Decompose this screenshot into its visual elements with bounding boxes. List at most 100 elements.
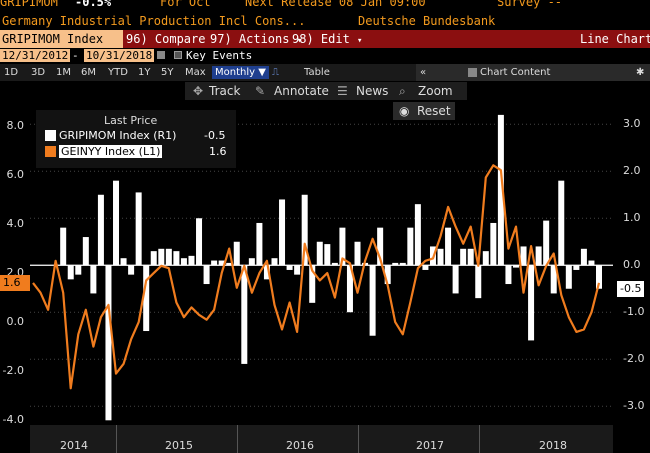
bar-point xyxy=(331,262,338,266)
bar-point xyxy=(97,194,104,266)
right-tick-label: 0.0 xyxy=(623,258,641,272)
settings-icon[interactable]: ✱ xyxy=(636,67,645,78)
legend-value: -0.5 xyxy=(204,129,226,142)
left-tick-label: 0.0 xyxy=(6,315,25,329)
bar-point xyxy=(528,265,535,341)
zoom-icon[interactable]: ⌕ xyxy=(399,84,406,98)
bar-point xyxy=(392,262,399,266)
left-tick-label: 8.0 xyxy=(6,119,25,133)
bar-point xyxy=(558,180,565,266)
compare-button[interactable]: 96) Compare xyxy=(126,32,206,46)
period-1d[interactable]: 1D xyxy=(4,67,19,78)
bar-point xyxy=(218,260,225,266)
reset-button[interactable]: ◉ Reset xyxy=(393,102,455,120)
news-icon[interactable]: ☰ xyxy=(337,84,348,98)
bar-point xyxy=(573,265,580,270)
key-events-checkbox[interactable] xyxy=(174,51,182,59)
bar-point xyxy=(263,265,270,280)
left-tick-label: 6.0 xyxy=(6,168,25,182)
edit-button[interactable]: 98) Edit ▾ xyxy=(292,30,362,48)
bar-point xyxy=(369,265,376,336)
period-6m[interactable]: 6M xyxy=(81,67,96,78)
collapse-icon[interactable]: « xyxy=(420,67,427,78)
bar-point xyxy=(377,227,384,266)
bar-point xyxy=(467,248,474,266)
table-button[interactable]: Table xyxy=(304,67,330,78)
bar-point xyxy=(346,265,353,313)
bar-point xyxy=(384,265,391,285)
chart-style-icon[interactable]: ⎍ xyxy=(272,67,279,78)
bar-point xyxy=(490,222,497,266)
bar-point xyxy=(120,258,127,266)
chart-tools-bar: ✥ Track ✎ Annotate ☰ News ⌕ Zoom xyxy=(185,82,467,100)
bar-point xyxy=(75,265,82,275)
dropdown-icon: ▾ xyxy=(357,36,363,46)
right-y-axis: 3.0 2.0 1.0 0.0 -1.0 -2.0 -3.0 -0.5 xyxy=(613,82,650,425)
period-3d[interactable]: 3D xyxy=(31,67,46,78)
bar-point xyxy=(482,251,489,266)
left-last-value-badge: 1.6 xyxy=(0,274,30,291)
bar-point xyxy=(173,251,180,266)
bar-point xyxy=(535,246,542,266)
chart-content-header[interactable]: « Chart Content ✱ xyxy=(416,64,650,81)
bar-point xyxy=(203,265,210,285)
bar-point xyxy=(150,251,157,266)
bar-point xyxy=(497,114,504,266)
actions-button[interactable]: 97) Actions ▾ xyxy=(210,30,302,48)
year-separator xyxy=(479,425,480,453)
next-release-label: Next Release 08 Jan 09:00 xyxy=(245,0,426,9)
bar-point xyxy=(143,265,150,332)
period-ytd[interactable]: YTD xyxy=(108,67,128,78)
bar-point xyxy=(580,248,587,266)
bar-point xyxy=(211,260,218,266)
chart-type-title: Line Chart xyxy=(580,32,650,46)
bar-point xyxy=(135,192,142,266)
chart-legend[interactable]: Last Price GRIPIMOM Index (R1) -0.5 GEIN… xyxy=(36,110,236,168)
bar-point xyxy=(90,265,97,294)
bar-series xyxy=(60,114,602,421)
news-button[interactable]: News xyxy=(356,84,389,98)
track-icon[interactable]: ✥ xyxy=(193,84,204,98)
bar-point xyxy=(324,244,331,266)
right-tick-label: -3.0 xyxy=(623,399,645,413)
period-max[interactable]: Max xyxy=(185,67,206,78)
bar-point xyxy=(196,218,203,266)
left-y-axis: 8.0 6.0 4.0 2.0 0.0 -2.0 -4.0 1.6 xyxy=(0,82,30,426)
bar-point xyxy=(460,248,467,266)
bar-point xyxy=(165,248,172,266)
bar-point xyxy=(113,180,120,266)
bar-point xyxy=(520,246,527,266)
left-tick-label: -2.0 xyxy=(2,364,24,378)
edit-label: 98) Edit xyxy=(292,32,350,46)
security-input[interactable]: GRIPIMOM Index xyxy=(0,30,123,48)
survey-label: Survey -- xyxy=(497,0,563,9)
bar-point xyxy=(399,262,406,266)
bar-point xyxy=(437,248,444,266)
end-date-input[interactable]: 10/31/2018 xyxy=(84,49,155,62)
x-axis: 2014 2015 2016 2017 2018 xyxy=(30,425,613,453)
bar-point xyxy=(422,265,429,270)
dropdown-icon: ▾ xyxy=(296,36,303,46)
annotate-icon[interactable]: ✎ xyxy=(255,84,266,98)
zoom-button[interactable]: Zoom xyxy=(418,84,453,98)
calendar-icon[interactable] xyxy=(157,51,165,59)
bar-point xyxy=(294,265,301,275)
period-1m[interactable]: 1M xyxy=(56,67,71,78)
bar-point xyxy=(588,260,595,266)
annotate-button[interactable]: Annotate xyxy=(274,84,329,98)
bar-point xyxy=(105,265,112,421)
bar-point xyxy=(248,258,255,266)
chart-plot-area[interactable] xyxy=(30,82,613,425)
bar-point xyxy=(452,265,459,294)
key-events-label: Key Events xyxy=(186,49,253,62)
track-button[interactable]: Track xyxy=(209,84,241,98)
frequency-dropdown[interactable]: Monthly ▼ xyxy=(212,66,269,79)
legend-value: 1.6 xyxy=(209,145,227,158)
period-5y[interactable]: 5Y xyxy=(161,67,174,78)
start-date-input[interactable]: 12/31/2012 xyxy=(0,49,71,62)
ticker-symbol: GRIPIMOM xyxy=(0,0,58,9)
bar-point xyxy=(309,265,316,303)
data-source: Deutsche Bundesbank xyxy=(358,14,496,28)
period-1y[interactable]: 1Y xyxy=(138,67,151,78)
bar-point xyxy=(596,265,602,289)
